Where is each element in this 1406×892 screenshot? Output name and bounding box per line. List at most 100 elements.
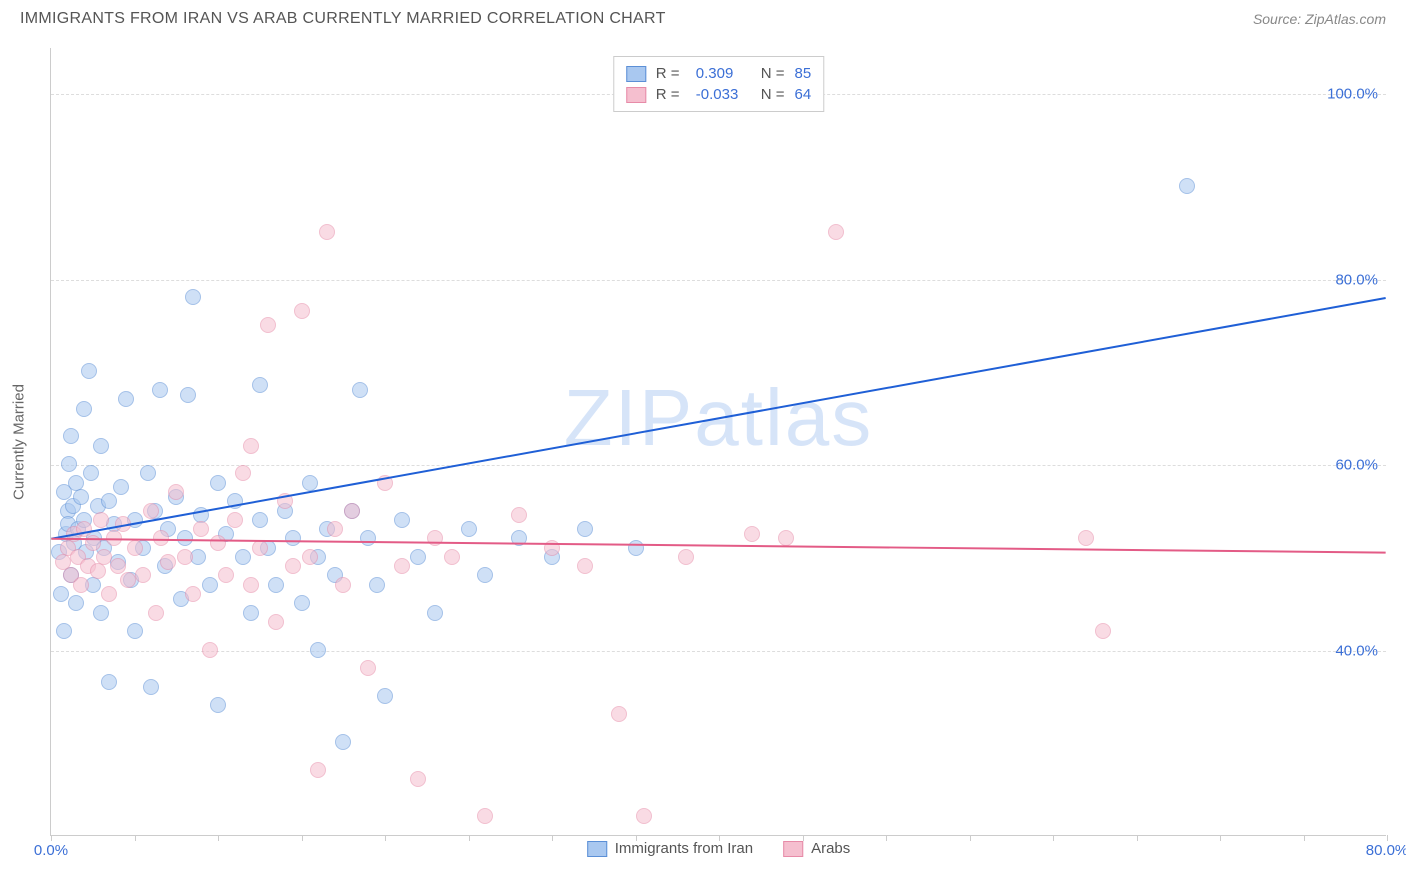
source-prefix: Source: — [1253, 11, 1305, 27]
data-point-iran — [427, 605, 443, 621]
data-point-iran — [73, 489, 89, 505]
data-point-arabs — [285, 558, 301, 574]
data-point-iran — [394, 512, 410, 528]
correlation-legend: R = 0.309 N = 85 R = -0.033 N = 64 — [613, 56, 824, 112]
data-point-arabs — [101, 586, 117, 602]
swatch-arabs — [626, 87, 646, 103]
legend-R-value-arabs: -0.033 — [696, 86, 751, 103]
x-tick — [469, 835, 470, 841]
data-point-iran — [302, 475, 318, 491]
swatch-iran — [626, 66, 646, 82]
data-point-iran — [101, 493, 117, 509]
data-point-arabs — [127, 540, 143, 556]
data-point-arabs — [268, 614, 284, 630]
y-axis-title: Currently Married — [11, 384, 28, 500]
data-point-arabs — [143, 503, 159, 519]
data-point-arabs — [115, 516, 131, 532]
data-point-arabs — [636, 808, 652, 824]
data-point-arabs — [202, 642, 218, 658]
data-point-iran — [268, 577, 284, 593]
data-point-arabs — [335, 577, 351, 593]
grid-line — [51, 280, 1386, 281]
data-point-arabs — [360, 660, 376, 676]
legend-R-label: R = — [656, 65, 686, 82]
data-point-iran — [140, 465, 156, 481]
x-tick — [1387, 835, 1388, 841]
data-point-iran — [210, 475, 226, 491]
legend-R-label: R = — [656, 86, 686, 103]
data-point-arabs — [177, 549, 193, 565]
legend-row-arabs: R = -0.033 N = 64 — [626, 84, 811, 105]
data-point-iran — [477, 567, 493, 583]
data-point-iran — [235, 549, 251, 565]
data-point-arabs — [477, 808, 493, 824]
y-tick-label: 80.0% — [1335, 271, 1378, 288]
source-name: ZipAtlas.com — [1305, 11, 1386, 27]
data-point-arabs — [218, 567, 234, 583]
data-point-iran — [83, 465, 99, 481]
data-point-iran — [143, 679, 159, 695]
data-point-iran — [369, 577, 385, 593]
x-tick — [1053, 835, 1054, 841]
x-tick — [1220, 835, 1221, 841]
x-tick — [1304, 835, 1305, 841]
legend-N-label: N = — [761, 86, 785, 103]
x-tick — [803, 835, 804, 841]
data-point-arabs — [106, 530, 122, 546]
data-point-arabs — [327, 521, 343, 537]
x-tick — [51, 835, 52, 841]
chart-title: IMMIGRANTS FROM IRAN VS ARAB CURRENTLY M… — [20, 10, 666, 28]
data-point-iran — [227, 493, 243, 509]
data-point-arabs — [277, 493, 293, 509]
x-tick — [552, 835, 553, 841]
data-point-arabs — [302, 549, 318, 565]
data-point-iran — [628, 540, 644, 556]
data-point-arabs — [427, 530, 443, 546]
data-point-arabs — [160, 554, 176, 570]
series-legend: Immigrants from Iran Arabs — [587, 840, 851, 857]
data-point-iran — [127, 623, 143, 639]
data-point-iran — [285, 530, 301, 546]
legend-swatch-iran — [587, 841, 607, 857]
data-point-arabs — [577, 558, 593, 574]
data-point-iran — [252, 377, 268, 393]
data-point-iran — [577, 521, 593, 537]
data-point-arabs — [310, 762, 326, 778]
data-point-arabs — [193, 521, 209, 537]
y-tick-label: 60.0% — [1335, 457, 1378, 474]
data-point-iran — [118, 391, 134, 407]
grid-line — [51, 465, 1386, 466]
trend-line — [51, 298, 1385, 539]
data-point-arabs — [243, 577, 259, 593]
data-point-iran — [360, 530, 376, 546]
data-point-iran — [410, 549, 426, 565]
data-point-arabs — [110, 558, 126, 574]
data-point-iran — [180, 387, 196, 403]
data-point-iran — [68, 595, 84, 611]
legend-item-iran: Immigrants from Iran — [587, 840, 753, 857]
data-point-iran — [61, 456, 77, 472]
data-point-iran — [252, 512, 268, 528]
data-point-arabs — [90, 563, 106, 579]
data-point-iran — [210, 697, 226, 713]
data-point-iran — [377, 688, 393, 704]
data-point-arabs — [252, 540, 268, 556]
legend-N-value-arabs: 64 — [795, 86, 812, 103]
data-point-arabs — [778, 530, 794, 546]
data-point-arabs — [185, 586, 201, 602]
x-tick — [719, 835, 720, 841]
x-tick — [218, 835, 219, 841]
data-point-iran — [101, 674, 117, 690]
legend-label-iran: Immigrants from Iran — [615, 840, 753, 857]
data-point-arabs — [294, 303, 310, 319]
data-point-arabs — [319, 224, 335, 240]
data-point-arabs — [1095, 623, 1111, 639]
y-tick-label: 100.0% — [1327, 86, 1378, 103]
legend-label-arabs: Arabs — [811, 840, 850, 857]
data-point-arabs — [148, 605, 164, 621]
data-point-iran — [185, 289, 201, 305]
x-tick — [302, 835, 303, 841]
data-point-arabs — [1078, 530, 1094, 546]
data-point-arabs — [344, 503, 360, 519]
data-point-iran — [81, 363, 97, 379]
